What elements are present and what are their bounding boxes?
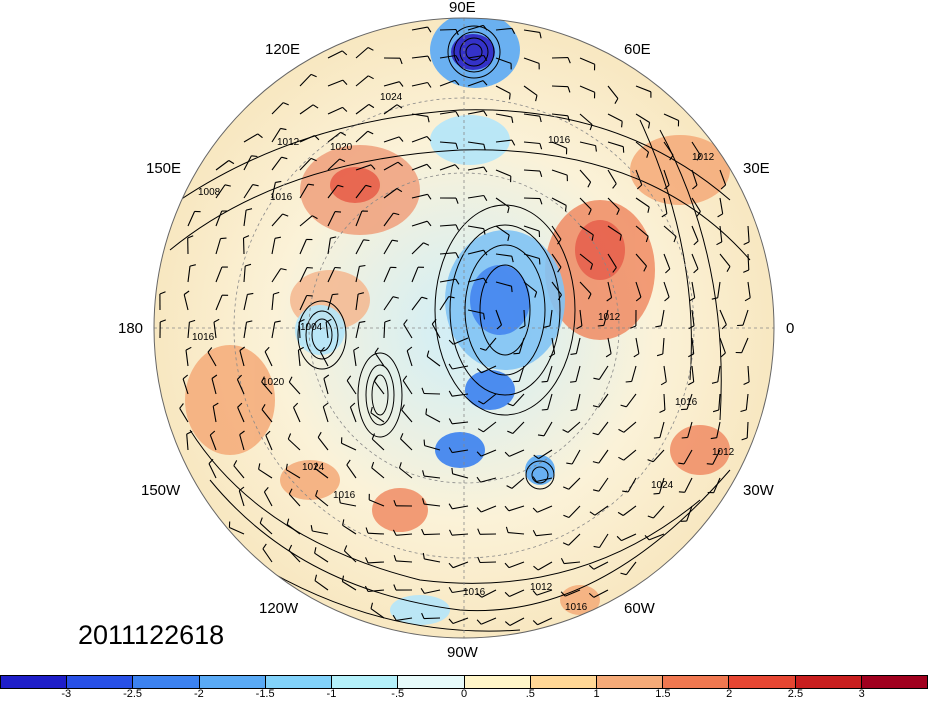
colorbar-segment xyxy=(465,676,531,688)
wind-barb-feather xyxy=(332,294,338,295)
contour-label: 1016 xyxy=(565,602,588,613)
wind-barb-feather xyxy=(426,409,427,415)
colorbar-tick-label: 1.5 xyxy=(655,688,670,700)
wind-barb-feather xyxy=(513,353,519,354)
contour-label: 1016 xyxy=(192,332,215,343)
colorbar-segment xyxy=(1,676,67,688)
lon-label-90e: 90E xyxy=(449,0,476,16)
contour-label: 1024 xyxy=(651,480,674,491)
wind-barb-feather xyxy=(626,381,632,382)
colorbar-segment xyxy=(796,676,862,688)
colorbar-segment xyxy=(862,676,927,688)
contour-label: 1024 xyxy=(302,462,325,473)
wind-barb-feather xyxy=(424,440,425,446)
lon-label-0: 0 xyxy=(786,320,794,337)
colorbar-segment xyxy=(531,676,597,688)
lon-label-150e: 150E xyxy=(146,160,181,177)
colorbar-segment xyxy=(597,676,663,688)
wind-barb xyxy=(480,562,496,563)
wind-barb-feather xyxy=(679,492,685,493)
contour-label: 1012 xyxy=(530,582,553,593)
wind-barb xyxy=(552,86,568,87)
lon-label-120e: 120E xyxy=(265,41,300,58)
colorbar-tick-label: -1 xyxy=(327,688,337,700)
colorbar-segment xyxy=(266,676,332,688)
colorbar-segment xyxy=(200,676,266,688)
wind-barb-feather xyxy=(707,464,713,465)
wind-barb-feather xyxy=(542,409,548,410)
wind-barb-feather xyxy=(221,238,227,239)
lon-label-120w: 120W xyxy=(259,600,298,617)
wind-barb xyxy=(524,198,540,199)
wind-barb-feather xyxy=(598,325,604,326)
wind-barb xyxy=(440,30,456,31)
colorbar-segment xyxy=(332,676,398,688)
colorbar-tick-label: -3 xyxy=(61,688,71,700)
colorbar-segment xyxy=(67,676,133,688)
lon-label-60e: 60E xyxy=(624,41,651,58)
colorbar-tick-label: 0 xyxy=(461,688,467,700)
contour-label: 1012 xyxy=(692,152,715,163)
colorbar-segment xyxy=(729,676,795,688)
contour-label: 1016 xyxy=(463,587,486,598)
colorbar-tick-label: .5 xyxy=(526,688,535,700)
wind-barb-feather xyxy=(510,93,511,99)
contour-label: 1020 xyxy=(262,377,285,388)
contour-label: 1016 xyxy=(548,135,571,146)
colorbar-segment xyxy=(663,676,729,688)
colorbar-tick-label: 1 xyxy=(594,688,600,700)
contour-label: 1016 xyxy=(675,397,698,408)
map-disk xyxy=(150,12,780,645)
wind-barb-feather xyxy=(654,438,660,439)
wind-barb xyxy=(424,534,440,535)
wind-barb-feather xyxy=(682,437,688,438)
contour-label: 1012 xyxy=(598,312,621,323)
colorbar-tick-label: -2 xyxy=(194,688,204,700)
contour-label: 1008 xyxy=(198,187,221,198)
wind-barb-feather xyxy=(654,493,660,494)
lon-label-30w: 30W xyxy=(743,482,774,499)
wind-barb-feather xyxy=(622,121,623,127)
contour-label: 1016 xyxy=(333,490,356,501)
colorbar xyxy=(0,675,928,689)
wind-barb-feather xyxy=(452,468,453,474)
wind-barb-feather xyxy=(335,212,341,213)
colorbar-tick-label: 2 xyxy=(726,688,732,700)
colorbar-segment xyxy=(398,676,464,688)
contour-label: 1024 xyxy=(380,92,403,103)
contour-label: 1020 xyxy=(330,142,353,153)
contour-label: 1004 xyxy=(300,322,323,333)
lon-label-90w: 90W xyxy=(447,644,478,661)
colorbar-tick-label: 3 xyxy=(859,688,865,700)
wind-barb-feather xyxy=(251,156,257,157)
wind-barb-feather xyxy=(542,381,548,382)
lon-label-30e: 30E xyxy=(743,160,770,177)
colorbar-tick-label: 2.5 xyxy=(788,688,803,700)
lon-label-180: 180 xyxy=(118,320,143,337)
lon-label-60w: 60W xyxy=(624,600,655,617)
wind-barb-feather xyxy=(512,286,513,292)
colorbar-segment xyxy=(133,676,199,688)
wind-barb-feather xyxy=(539,259,540,265)
wind-barb xyxy=(244,238,245,254)
colorbar-tick-label: -.5 xyxy=(391,688,404,700)
wind-barb-feather xyxy=(364,240,370,241)
wind-barb-feather xyxy=(566,205,567,211)
lon-label-150w: 150W xyxy=(141,482,180,499)
wind-barb xyxy=(424,394,440,395)
timestamp-label: 2011122618 xyxy=(78,620,224,651)
wind-barb-feather xyxy=(570,382,576,383)
contour-label: 1016 xyxy=(270,192,293,203)
contour-label: 1012 xyxy=(712,447,735,458)
wind-barb xyxy=(424,618,440,619)
colorbar-tick-label: -1.5 xyxy=(256,688,275,700)
contour-label: 1012 xyxy=(277,137,300,148)
colorbar-tick-label: -2.5 xyxy=(123,688,142,700)
